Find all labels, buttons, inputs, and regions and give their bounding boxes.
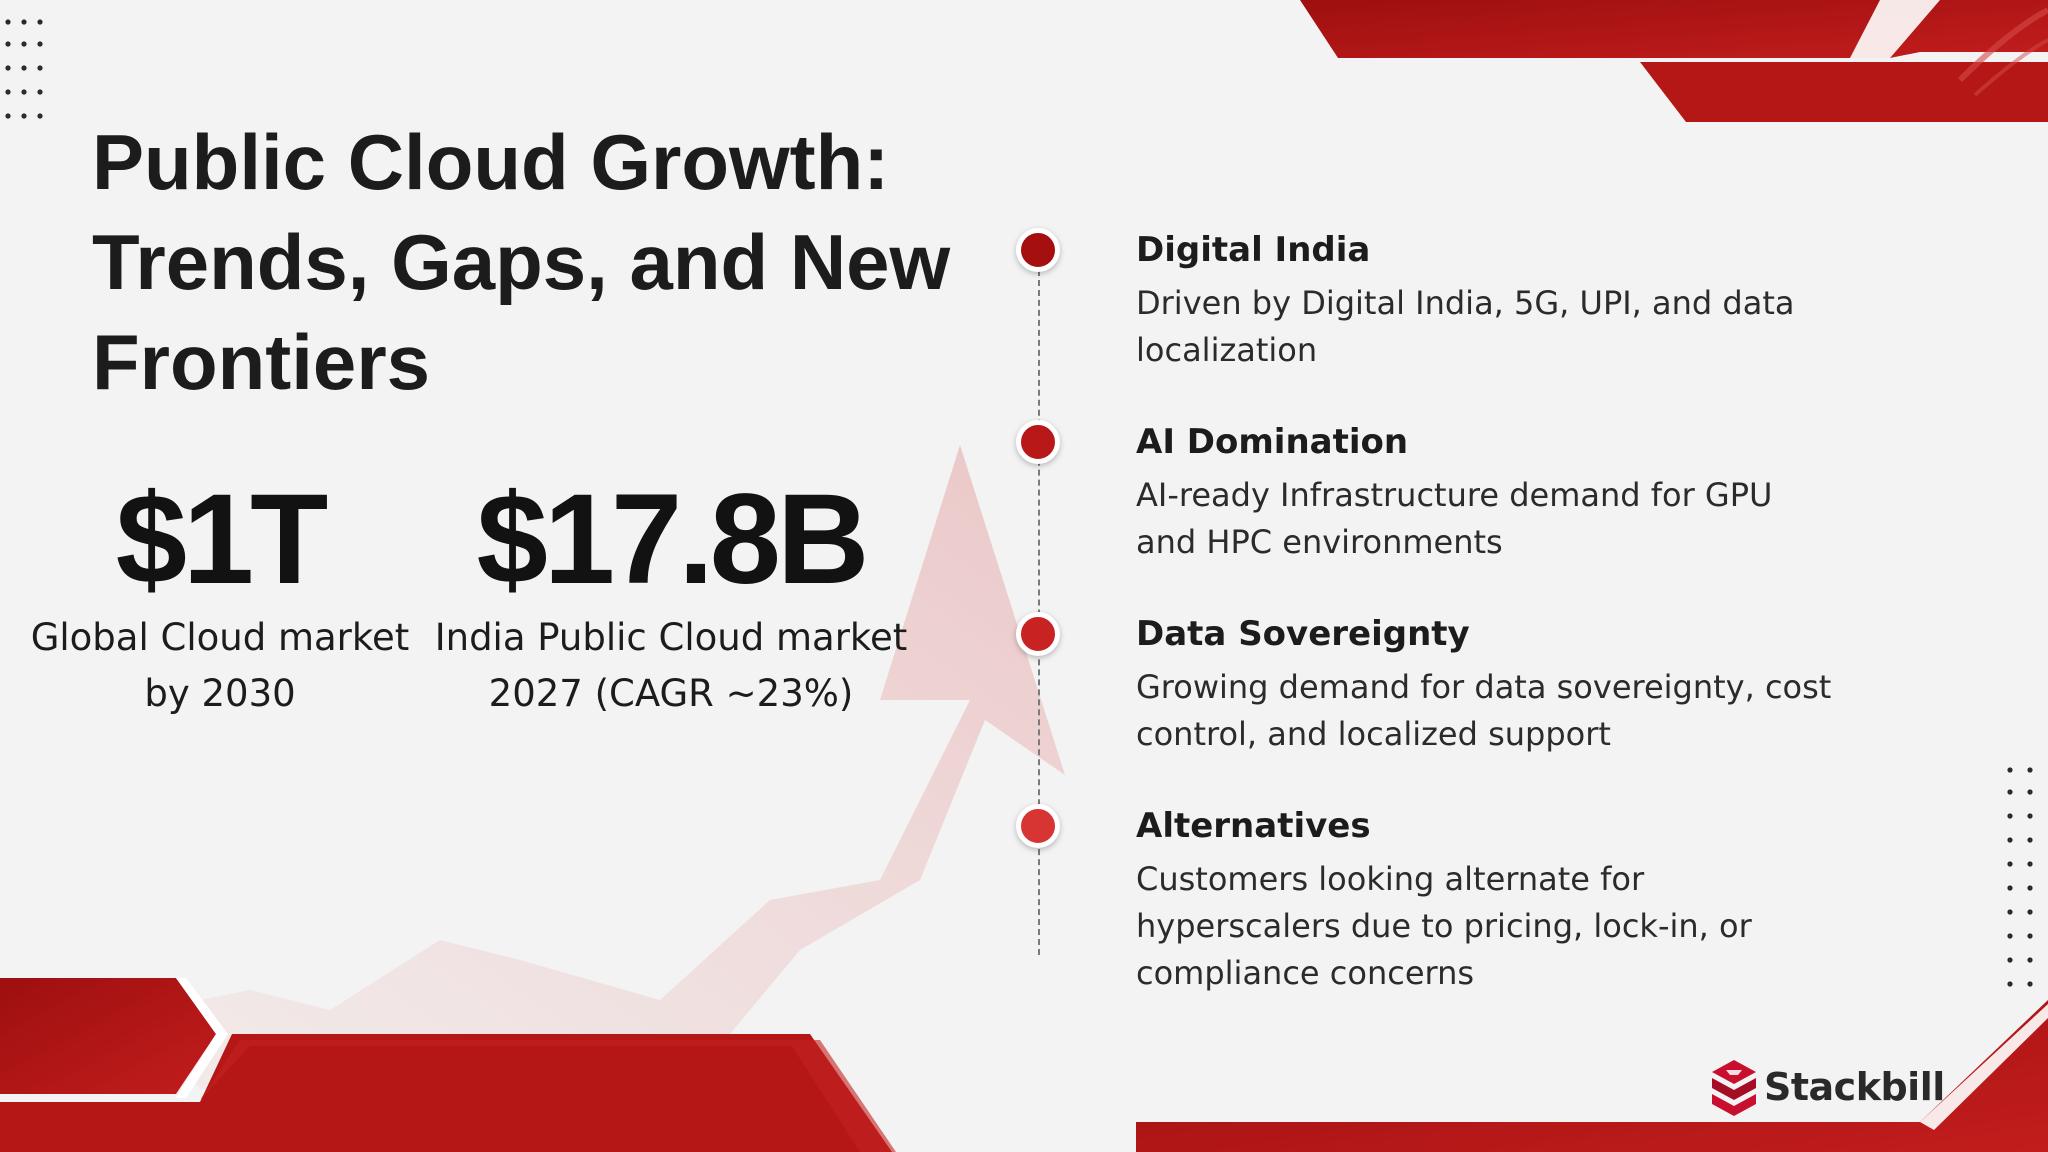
timeline-item-desc: Customers looking alternate for hypersca… [1136, 856, 1856, 997]
timeline-dot-digital-india [1016, 228, 1060, 272]
timeline-dot-alternatives [1016, 804, 1060, 848]
top-right-band [1300, 0, 2048, 58]
timeline-item-ai-domination: AI Domination AI-ready Infrastructure de… [1136, 420, 1856, 566]
page-title: Public Cloud Growth: Trends, Gaps, and N… [92, 118, 951, 406]
stat-value: $17.8B [476, 468, 870, 611]
desc-line: and HPC environments [1136, 523, 1503, 561]
timeline-item-title: Data Sovereignty [1136, 614, 1470, 654]
stat-global-cloud: $1T Global Cloud market by 2030 [28, 470, 412, 722]
desc-line: compliance concerns [1136, 954, 1475, 992]
timeline-item-data-sovereignty: Data Sovereignty Growing demand for data… [1136, 612, 1856, 758]
stat-label-line1: Global Cloud market [30, 616, 410, 659]
bottom-left-band [0, 978, 216, 1094]
stat-label-line2: 2027 (CAGR ~23%) [488, 672, 854, 715]
timeline-item-title: Alternatives [1136, 806, 1371, 846]
desc-line: AI-ready Infrastructure demand for GPU [1136, 476, 1773, 514]
bottom-right-band [1136, 1000, 2048, 1152]
dot-grid-right [2007, 767, 2033, 987]
stat-label-line1: India Public Cloud market [434, 616, 908, 659]
timeline-item-alternatives: Alternatives Customers looking alternate… [1136, 804, 1856, 997]
stat-value: $1T [115, 468, 329, 611]
desc-line: Customers looking alternate for [1136, 860, 1645, 898]
timeline-item-desc: Growing demand for data sovereignty, cos… [1136, 664, 1856, 758]
stat-label-line2: by 2030 [144, 672, 296, 715]
stackbill-logo-icon [1712, 1060, 1756, 1116]
growth-arrow-shape [150, 445, 1065, 1090]
timeline-connector [1038, 250, 1040, 955]
desc-line: Growing demand for data sovereignty, cos… [1136, 668, 1832, 706]
top-right-band-lower [1640, 62, 2048, 122]
timeline-item-title: Digital India [1136, 230, 1371, 270]
desc-line: Driven by Digital India, 5G, UPI, and da… [1136, 284, 1795, 322]
timeline-dot-data-sovereignty [1016, 612, 1060, 656]
bottom-band [0, 1034, 892, 1152]
desc-line: hyperscalers due to pricing, lock-in, or [1136, 907, 1752, 945]
timeline-item-digital-india: Digital India Driven by Digital India, 5… [1136, 228, 1856, 374]
desc-line: control, and localized support [1136, 715, 1611, 753]
timeline-dot-ai-domination [1016, 420, 1060, 464]
timeline-item-desc: AI-ready Infrastructure demand for GPU a… [1136, 472, 1856, 566]
logo-text: Stackbill [1764, 1065, 1945, 1109]
stackbill-logo: Stackbill [1708, 1056, 1945, 1120]
dot-grid-top-left [5, 19, 43, 119]
desc-line: localization [1136, 331, 1318, 369]
timeline-item-desc: Driven by Digital India, 5G, UPI, and da… [1136, 280, 1856, 374]
timeline-item-title: AI Domination [1136, 422, 1409, 462]
stat-india-cloud: $17.8B India Public Cloud market 2027 (C… [422, 470, 920, 722]
